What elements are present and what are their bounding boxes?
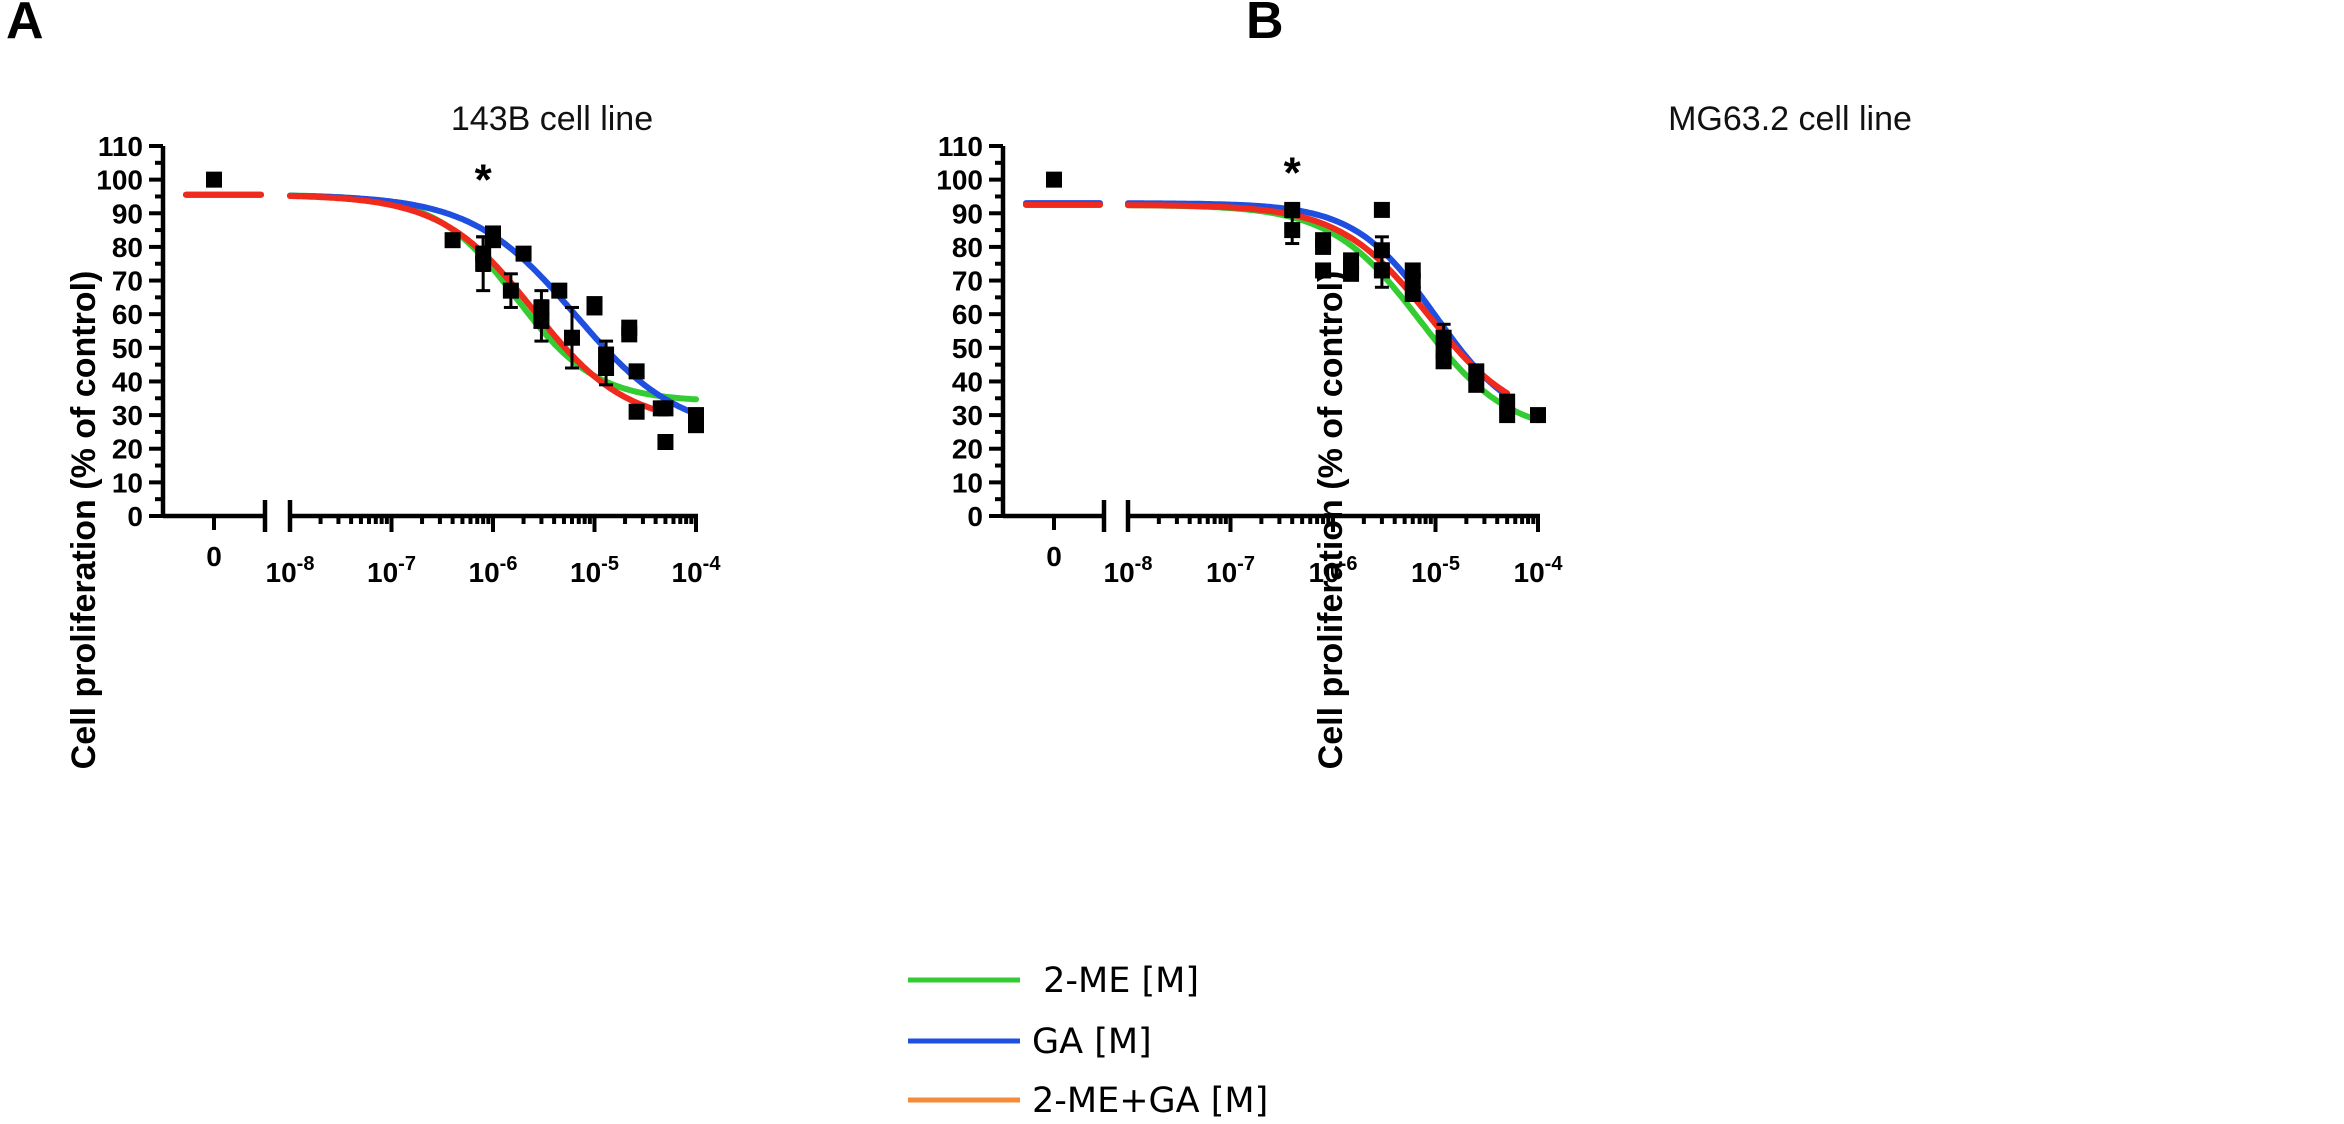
data-point (688, 417, 704, 434)
y-tick-label: 80 (112, 232, 143, 263)
y-tick-label: 70 (952, 266, 983, 297)
data-point (628, 363, 645, 380)
legend-label-2-me-ga: 2-ME+GA [M] (1032, 1081, 1268, 1121)
x-tick-label: 10-6 (1309, 553, 1358, 588)
legend-item-2-me-ga: 2-ME+GA [M] (908, 1081, 1268, 1121)
data-point (1373, 201, 1390, 218)
data-point (1404, 286, 1421, 302)
data-point (1373, 262, 1390, 279)
panel-a: A 143B cell line Cell proliferation (% o… (6, 0, 721, 769)
x-tick-label: 0 (206, 541, 222, 572)
y-tick-label: 0 (127, 501, 143, 532)
data-point (657, 434, 674, 450)
legend: 2-ME [M] GA [M] 2-ME+GA [M] (908, 961, 1268, 1121)
data-point (1315, 262, 1332, 279)
y-tick-label: 100 (96, 165, 143, 196)
data-point (1343, 265, 1360, 282)
y-tick-label: 110 (98, 131, 143, 162)
y-tick-label: 0 (967, 501, 983, 532)
x-tick-label: 10-7 (1206, 553, 1255, 588)
panel-b: B MG63.2 cell line Cell proliferation (%… (936, 0, 1912, 769)
data-points (1046, 171, 1546, 424)
y-tick-label: 60 (112, 299, 143, 330)
data-point (563, 329, 580, 346)
data-point (1468, 363, 1485, 380)
data-point (1530, 407, 1546, 424)
y-tick-label: 50 (112, 333, 143, 364)
data-point (1499, 407, 1516, 424)
y-tick-label: 60 (952, 299, 983, 330)
data-point (598, 346, 615, 363)
data-point (1315, 238, 1332, 255)
x-tick-label: 10-7 (367, 553, 416, 588)
x-tick-label: 10-8 (1104, 553, 1153, 588)
data-point-control (1046, 171, 1062, 188)
panel-letter: B (1246, 0, 1284, 50)
legend-label-2-me: 2-ME [M] (1032, 961, 1199, 1001)
legend-label-ga: GA [M] (1032, 1022, 1152, 1062)
data-point (533, 312, 550, 329)
data-point (657, 400, 674, 417)
x-tick-label: 10-6 (469, 553, 518, 588)
data-point-control (206, 171, 222, 188)
fit-curves (183, 191, 699, 417)
y-tick-label: 20 (112, 434, 143, 465)
x-tick-label: 10-5 (1411, 553, 1460, 588)
legend-item-2-me: 2-ME [M] (908, 961, 1199, 1001)
y-tick-label: 90 (112, 198, 143, 229)
data-point (586, 296, 603, 313)
significance-marker: * (475, 155, 493, 204)
data-point (475, 245, 492, 262)
data-point (551, 282, 568, 299)
y-tick-label: 100 (936, 165, 983, 196)
data-point (1468, 376, 1485, 393)
y-tick-label: 90 (952, 198, 983, 229)
chart-title: 143B cell line (451, 100, 653, 138)
x-tick-label: 10-4 (1514, 553, 1564, 588)
data-point (502, 282, 519, 299)
panel-letter: A (6, 0, 44, 50)
chart-title: MG63.2 cell line (1668, 100, 1912, 138)
data-point (1284, 222, 1301, 239)
data-point (1435, 329, 1452, 346)
y-tick-label: 110 (938, 131, 983, 162)
data-point (1284, 201, 1301, 218)
x-tick-label: 10-8 (266, 553, 315, 588)
data-point (485, 225, 501, 242)
data-point (515, 245, 532, 262)
data-point (444, 232, 461, 249)
x-tick-label: 10-5 (570, 553, 619, 588)
y-tick-label: 70 (112, 266, 143, 297)
significance-marker: * (1284, 149, 1302, 198)
x-tick-label: 10-4 (672, 553, 722, 588)
y-tick-label: 30 (112, 400, 143, 431)
x-tick-label: 0 (1046, 541, 1062, 572)
data-point (1499, 393, 1516, 410)
y-axis-title: Cell proliferation (% of control) (65, 271, 103, 770)
y-tick-label: 40 (952, 366, 983, 397)
data-points (206, 171, 704, 450)
y-tick-label: 20 (952, 434, 983, 465)
y-tick-label: 30 (952, 400, 983, 431)
data-point (1404, 272, 1421, 289)
fit-curves (1023, 200, 1541, 424)
y-tick-label: 10 (952, 467, 983, 498)
data-point (1435, 353, 1452, 370)
y-tick-label: 80 (952, 232, 983, 263)
y-tick-label: 10 (112, 467, 143, 498)
legend-item-ga: GA [M] (908, 1022, 1152, 1062)
data-point (621, 326, 638, 343)
data-point (628, 403, 645, 420)
y-tick-label: 50 (952, 333, 983, 364)
y-tick-label: 40 (112, 366, 143, 397)
